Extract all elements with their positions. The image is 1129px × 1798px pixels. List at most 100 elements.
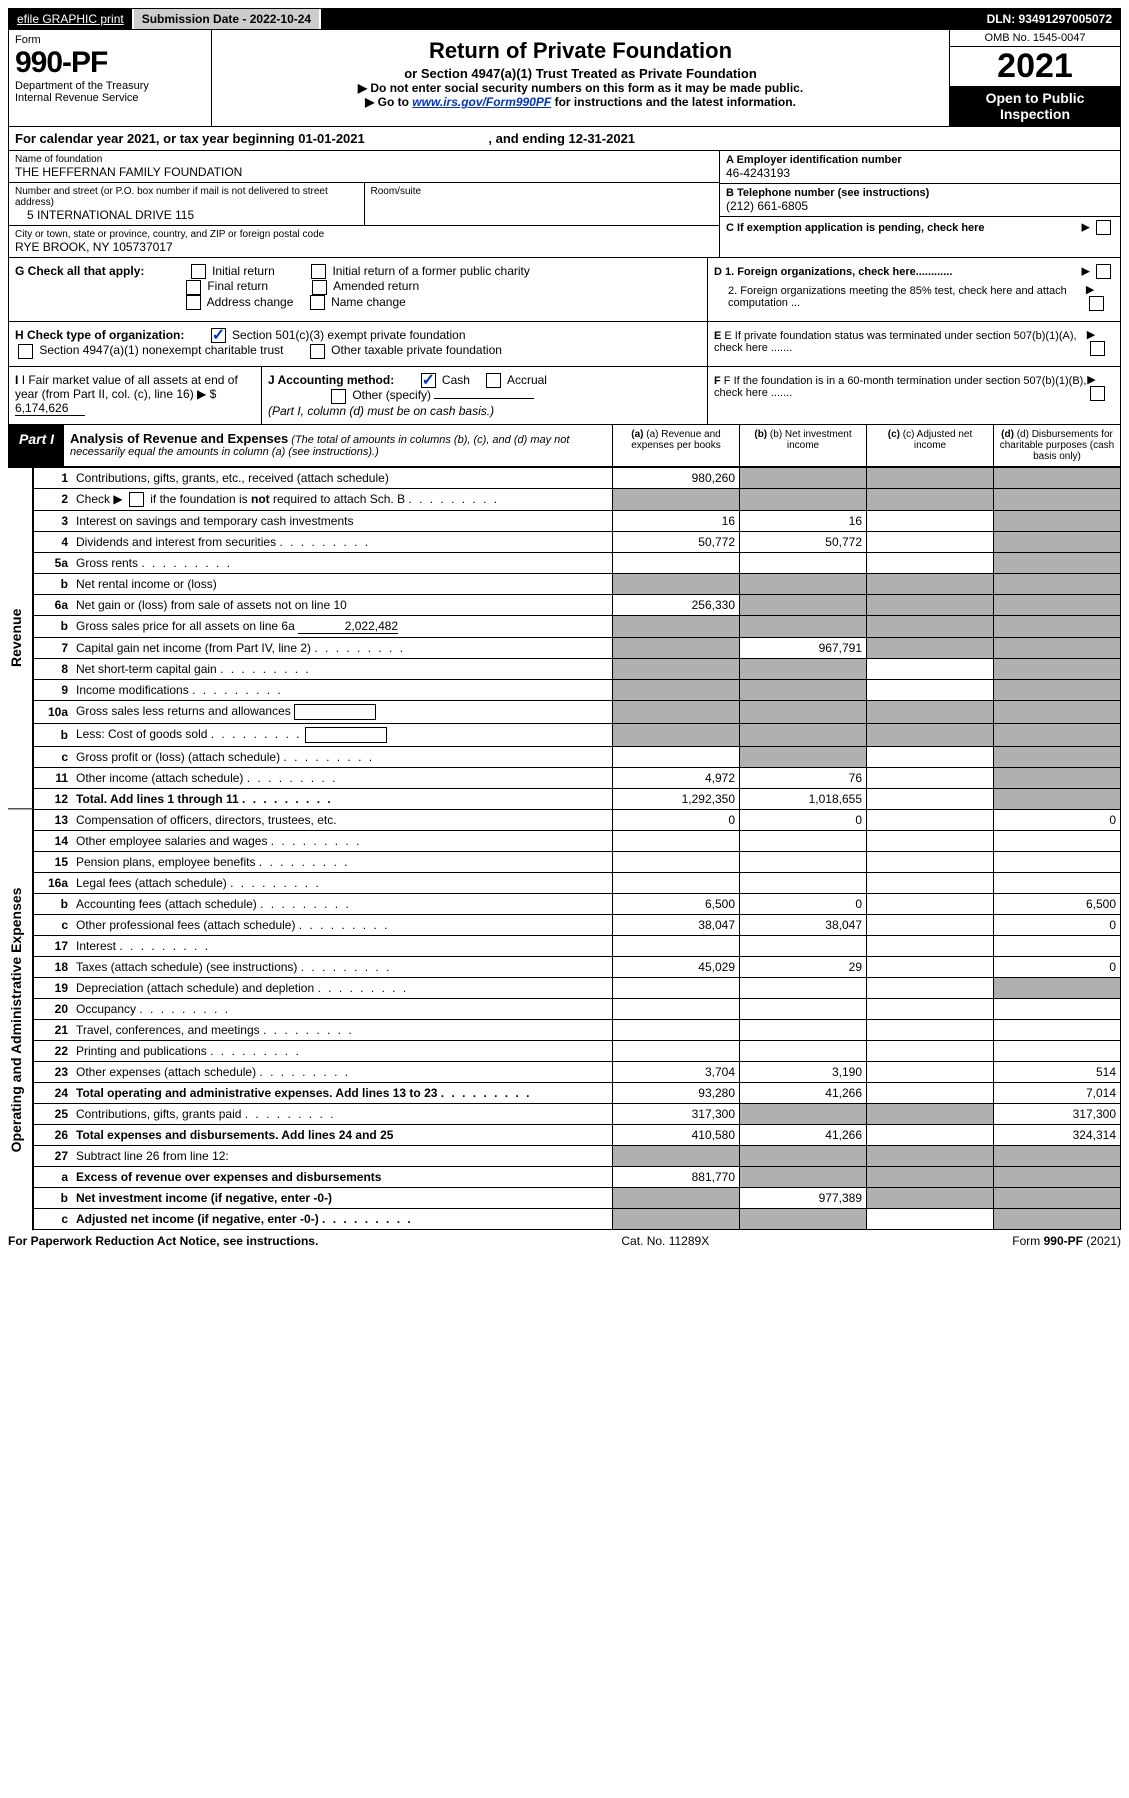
part1-desc: Analysis of Revenue and Expenses (The to… bbox=[64, 425, 612, 466]
row-21: 21Travel, conferences, and meetings bbox=[34, 1019, 1121, 1040]
row-10a: 10aGross sales less returns and allowanc… bbox=[34, 700, 1121, 723]
c-checkbox[interactable] bbox=[1096, 220, 1111, 235]
row-6a: 6aNet gain or (loss) from sale of assets… bbox=[34, 594, 1121, 615]
phone-cell: B Telephone number (see instructions) (2… bbox=[720, 184, 1120, 217]
h-other-checkbox[interactable] bbox=[310, 344, 325, 359]
g-address-checkbox[interactable] bbox=[186, 295, 201, 310]
top-bar: efile GRAPHIC print Submission Date - 20… bbox=[8, 8, 1121, 30]
dln: DLN: 93491297005072 bbox=[979, 9, 1120, 29]
g-section: G Check all that apply: Initial return I… bbox=[8, 258, 1121, 322]
g-final-checkbox[interactable] bbox=[186, 280, 201, 295]
row-15: 15Pension plans, employee benefits bbox=[34, 851, 1121, 872]
irs: Internal Revenue Service bbox=[15, 92, 205, 104]
ein: 46-4243193 bbox=[726, 166, 1114, 180]
revenue-side-label: Revenue bbox=[8, 467, 33, 808]
city: RYE BROOK, NY 105737017 bbox=[15, 240, 713, 254]
instructions-link[interactable]: www.irs.gov/Form990PF bbox=[412, 95, 551, 109]
form-header: Form 990-PF Department of the Treasury I… bbox=[8, 30, 1121, 127]
row-27a: aExcess of revenue over expenses and dis… bbox=[34, 1166, 1121, 1187]
form-note1: ▶ Do not enter social security numbers o… bbox=[218, 81, 943, 95]
footer-mid: Cat. No. 11289X bbox=[621, 1234, 709, 1248]
col-a-head: (a) (a) Revenue and expenses per books bbox=[612, 425, 739, 466]
row-25: 25Contributions, gifts, grants paid 317,… bbox=[34, 1103, 1121, 1124]
schb-checkbox[interactable] bbox=[129, 492, 144, 507]
i-j-section: I I Fair market value of all assets at e… bbox=[8, 367, 1121, 425]
dept: Department of the Treasury bbox=[15, 80, 205, 92]
col-c-head: (c) (c) Adjusted net income bbox=[866, 425, 993, 466]
row-8: 8Net short-term capital gain bbox=[34, 658, 1121, 679]
foundation-name-cell: Name of foundation THE HEFFERNAN FAMILY … bbox=[9, 151, 719, 183]
form-note2: ▶ Go to www.irs.gov/Form990PF for instru… bbox=[218, 95, 943, 109]
part1-table-wrap: Revenue Operating and Administrative Exp… bbox=[8, 467, 1121, 1230]
form-word: Form bbox=[15, 34, 205, 46]
submission-date: Submission Date - 2022-10-24 bbox=[134, 9, 321, 29]
page-footer: For Paperwork Reduction Act Notice, see … bbox=[8, 1230, 1121, 1252]
g-former-checkbox[interactable] bbox=[311, 264, 326, 279]
row-22: 22Printing and publications bbox=[34, 1040, 1121, 1061]
form-subtitle: or Section 4947(a)(1) Trust Treated as P… bbox=[218, 66, 943, 81]
fmv-amount: 6,174,626 bbox=[15, 401, 85, 416]
footer-left: For Paperwork Reduction Act Notice, see … bbox=[8, 1234, 318, 1248]
h-4947-checkbox[interactable] bbox=[18, 344, 33, 359]
address-cell: Number and street (or P.O. box number if… bbox=[9, 183, 364, 226]
row-16c: cOther professional fees (attach schedul… bbox=[34, 914, 1121, 935]
row-5b: bNet rental income or (loss) bbox=[34, 573, 1121, 594]
entity-info: Name of foundation THE HEFFERNAN FAMILY … bbox=[8, 151, 1121, 258]
g-initial-checkbox[interactable] bbox=[191, 264, 206, 279]
row-23: 23Other expenses (attach schedule) 3,704… bbox=[34, 1061, 1121, 1082]
open-public: Open to Public Inspection bbox=[950, 86, 1120, 126]
row-27c: cAdjusted net income (if negative, enter… bbox=[34, 1208, 1121, 1229]
room-cell: Room/suite bbox=[364, 183, 720, 226]
address: 5 INTERNATIONAL DRIVE 115 bbox=[15, 208, 358, 222]
form-number-block: Form 990-PF Department of the Treasury I… bbox=[9, 30, 212, 126]
row-3: 3Interest on savings and temporary cash … bbox=[34, 510, 1121, 531]
year-block: OMB No. 1545-0047 2021 Open to Public In… bbox=[949, 30, 1120, 126]
city-cell: City or town, state or province, country… bbox=[9, 226, 719, 257]
d1-checkbox[interactable] bbox=[1096, 264, 1111, 279]
row-14: 14Other employee salaries and wages bbox=[34, 830, 1121, 851]
foundation-name: THE HEFFERNAN FAMILY FOUNDATION bbox=[15, 165, 713, 179]
exemption-cell: C If exemption application is pending, c… bbox=[720, 217, 1120, 242]
g-name-checkbox[interactable] bbox=[310, 295, 325, 310]
tax-year: 2021 bbox=[950, 47, 1120, 86]
row-12: 12Total. Add lines 1 through 11 1,292,35… bbox=[34, 788, 1121, 809]
form-number: 990-PF bbox=[15, 46, 205, 80]
e-checkbox[interactable] bbox=[1090, 341, 1105, 356]
row-9: 9Income modifications bbox=[34, 679, 1121, 700]
row-5a: 5aGross rents bbox=[34, 552, 1121, 573]
row-18: 18Taxes (attach schedule) (see instructi… bbox=[34, 956, 1121, 977]
g-amended-checkbox[interactable] bbox=[312, 280, 327, 295]
row-10c: cGross profit or (loss) (attach schedule… bbox=[34, 746, 1121, 767]
d2-checkbox[interactable] bbox=[1089, 296, 1104, 311]
h-501c3-checkbox[interactable] bbox=[211, 328, 226, 343]
row-27: 27Subtract line 26 from line 12: bbox=[34, 1145, 1121, 1166]
j-accrual-checkbox[interactable] bbox=[486, 373, 501, 388]
part1-label: Part I bbox=[9, 425, 64, 466]
form-title-block: Return of Private Foundation or Section … bbox=[212, 30, 949, 126]
row-4: 4Dividends and interest from securities … bbox=[34, 531, 1121, 552]
row-20: 20Occupancy bbox=[34, 998, 1121, 1019]
j-cash-checkbox[interactable] bbox=[421, 373, 436, 388]
calendar-year-row: For calendar year 2021, or tax year begi… bbox=[8, 127, 1121, 151]
col-d-head: (d) (d) Disbursements for charitable pur… bbox=[993, 425, 1120, 466]
row-11: 11Other income (attach schedule) 4,97276 bbox=[34, 767, 1121, 788]
form-title: Return of Private Foundation bbox=[218, 38, 943, 64]
row-7: 7Capital gain net income (from Part IV, … bbox=[34, 637, 1121, 658]
footer-right: Form 990-PF (2021) bbox=[1012, 1234, 1121, 1248]
row-19: 19Depreciation (attach schedule) and dep… bbox=[34, 977, 1121, 998]
j-other-checkbox[interactable] bbox=[331, 389, 346, 404]
f-checkbox[interactable] bbox=[1090, 386, 1105, 401]
part1-header: Part I Analysis of Revenue and Expenses … bbox=[8, 425, 1121, 467]
row-17: 17Interest bbox=[34, 935, 1121, 956]
row-16b: bAccounting fees (attach schedule) 6,500… bbox=[34, 893, 1121, 914]
row-10b: bLess: Cost of goods sold bbox=[34, 723, 1121, 746]
h-section: H Check type of organization: Section 50… bbox=[8, 322, 1121, 367]
expenses-side-label: Operating and Administrative Expenses bbox=[8, 808, 33, 1230]
efile-label: efile GRAPHIC print bbox=[9, 9, 134, 29]
row-24: 24Total operating and administrative exp… bbox=[34, 1082, 1121, 1103]
row-26: 26Total expenses and disbursements. Add … bbox=[34, 1124, 1121, 1145]
row-27b: bNet investment income (if negative, ent… bbox=[34, 1187, 1121, 1208]
col-b-head: (b) (b) Net investment income bbox=[739, 425, 866, 466]
phone: (212) 661-6805 bbox=[726, 199, 1114, 213]
ein-cell: A Employer identification number 46-4243… bbox=[720, 151, 1120, 184]
